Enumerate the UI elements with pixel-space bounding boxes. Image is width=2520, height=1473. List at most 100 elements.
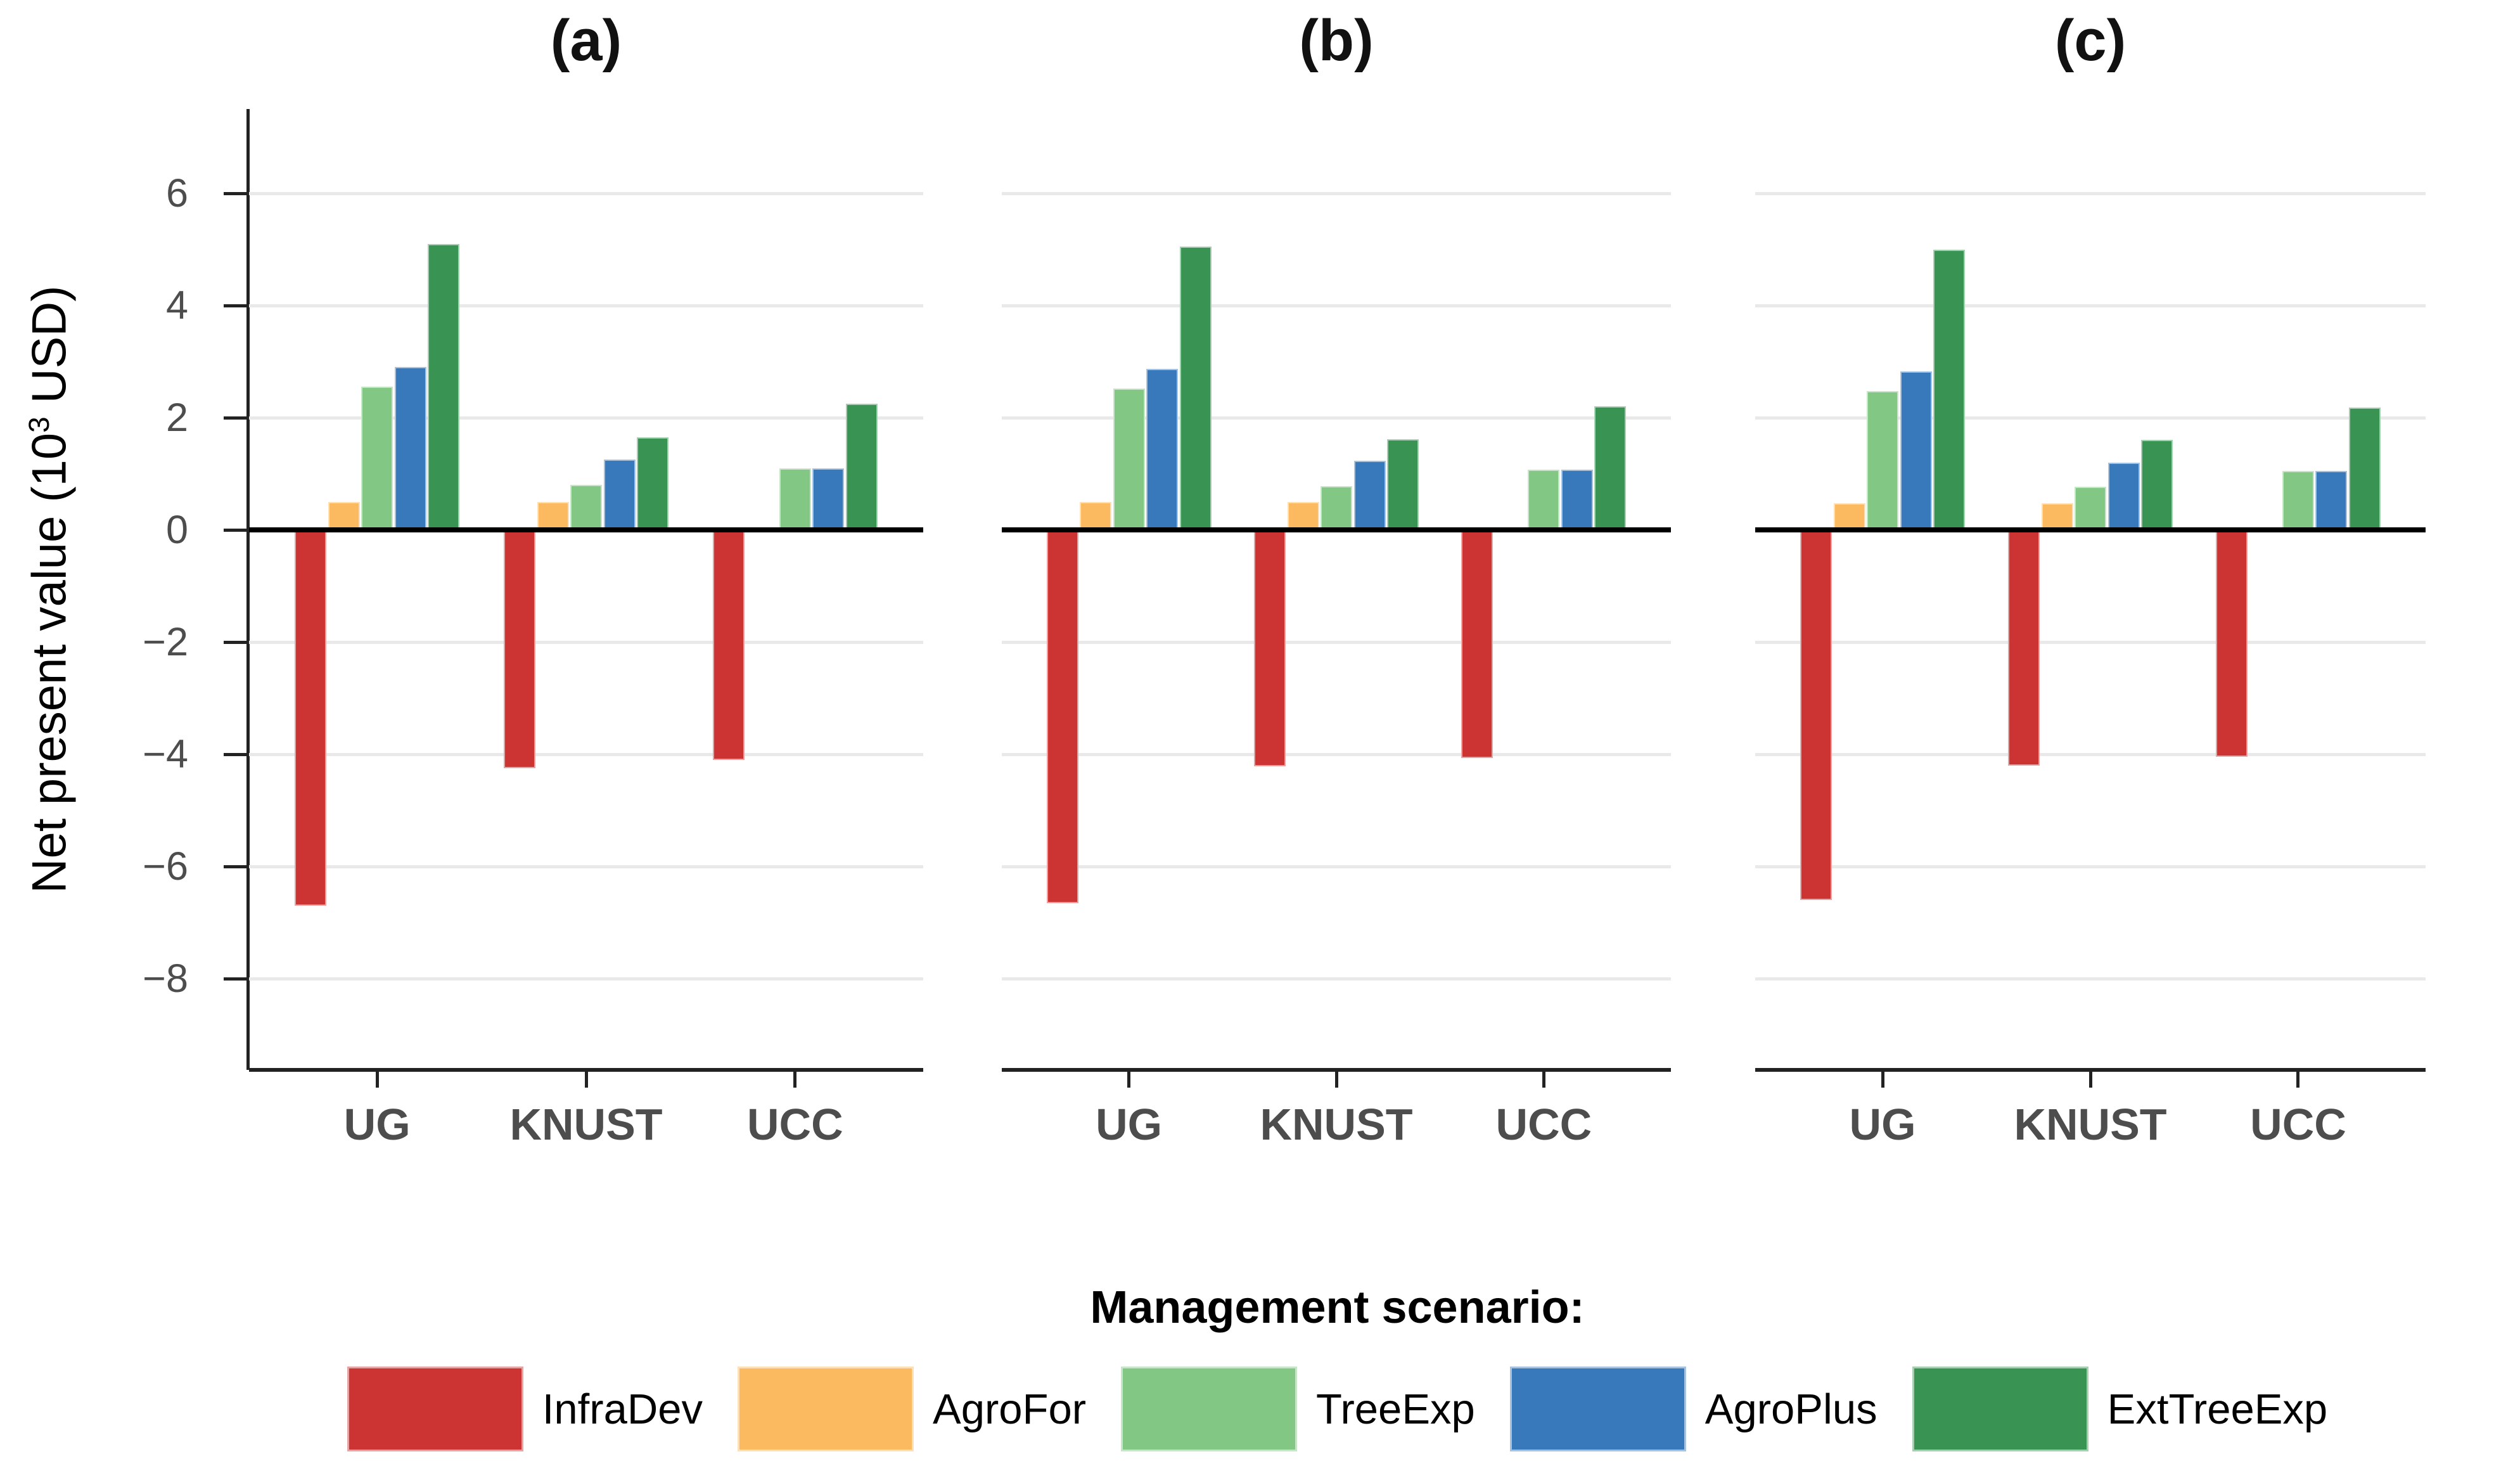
facet-title: (a) (550, 8, 622, 73)
legend-swatch-agrofor (738, 1367, 914, 1451)
bar-agroplus-ucc (812, 468, 845, 530)
gridline (1002, 640, 1671, 644)
x-category-label: KNUST (509, 1100, 663, 1149)
bar-agroplus-ucc (1561, 470, 1593, 530)
legend-item: ExtTreeExp (1912, 1367, 2328, 1451)
bar-agrofor-ug (1080, 501, 1112, 530)
gridline (249, 865, 923, 868)
bar-infradev-ug (1800, 530, 1832, 901)
gridline (249, 977, 923, 981)
bar-agroplus-ucc (2315, 471, 2348, 530)
zero-line (1755, 527, 2426, 532)
bar-agrofor-knust (2041, 503, 2073, 530)
bar-treeexp-ug (1867, 390, 1899, 530)
gridline (1755, 640, 2426, 644)
bar-exttreeexp-ug (1933, 249, 1966, 530)
legend-item: AgroPlus (1509, 1367, 1877, 1451)
legend-item-label: TreeExp (1316, 1385, 1475, 1433)
x-tick-mark (584, 1070, 588, 1088)
bar-agroplus-ug (1900, 371, 1932, 530)
bar-treeexp-knust (1321, 486, 1352, 530)
bar-exttreeexp-knust (1387, 439, 1419, 530)
bar-infradev-ug (1046, 530, 1078, 903)
legend-item-label: AgroPlus (1705, 1385, 1877, 1433)
x-tick-mark (375, 1070, 379, 1088)
x-tick-mark (1334, 1070, 1338, 1088)
legend-items: InfraDev AgroFor TreeExp AgroPlus ExtTreeExp (249, 1367, 2426, 1451)
legend-item: TreeExp (1121, 1367, 1475, 1451)
y-tick-mark (224, 528, 246, 532)
bar-exttreeexp-ucc (845, 403, 878, 530)
gridline (1755, 191, 2426, 195)
y-axis-spine (246, 109, 250, 1070)
x-category-label: UCC (747, 1100, 843, 1149)
bar-infradev-knust (2008, 530, 2040, 766)
zero-line (1002, 527, 1671, 532)
legend-title: Management scenario: (1090, 1282, 1585, 1333)
y-tick-label: 0 (165, 508, 188, 552)
bar-agroplus-ug (1146, 369, 1179, 530)
gridline (1755, 977, 2426, 981)
legend-item: AgroFor (738, 1367, 1086, 1451)
bar-infradev-ucc (1461, 530, 1493, 759)
facet-panel (249, 109, 923, 1070)
legend-swatch-treeexp (1121, 1367, 1298, 1451)
y-tick-label: 4 (165, 283, 188, 328)
gridline (1755, 865, 2426, 868)
bar-agrofor-ug (328, 501, 360, 530)
y-tick-label: −8 (143, 956, 188, 1001)
legend-swatch-agroplus (1509, 1367, 1686, 1451)
bar-agroplus-knust (603, 460, 636, 530)
gridline (1002, 752, 1671, 756)
gridline (1755, 752, 2426, 756)
x-axis-line (1002, 1068, 1671, 1072)
bar-agroplus-knust (2107, 462, 2140, 530)
bar-infradev-ucc (2215, 530, 2248, 757)
legend-item-label: InfraDev (542, 1385, 703, 1433)
gridline (1002, 191, 1671, 195)
x-axis-line (1755, 1068, 2426, 1072)
gridline (1002, 977, 1671, 981)
y-tick-mark (224, 640, 246, 644)
gridline (249, 752, 923, 756)
y-tick-mark (224, 416, 246, 420)
legend-item: InfraDev (347, 1367, 703, 1451)
x-tick-mark (2296, 1070, 2300, 1088)
gridline (249, 416, 923, 420)
gridline (1002, 416, 1671, 420)
x-tick-mark (2088, 1070, 2092, 1088)
y-axis-title: Net present value (103 USD) (22, 286, 77, 894)
legend-item-label: AgroFor (933, 1385, 1087, 1433)
bar-exttreeexp-ug (1179, 247, 1212, 530)
gridline (249, 304, 923, 307)
bar-agroplus-knust (1353, 461, 1386, 530)
bar-treeexp-knust (2075, 486, 2106, 530)
bar-agrofor-knust (1287, 501, 1319, 530)
legend: Management scenario: InfraDev AgroFor Tree… (249, 1282, 2426, 1451)
gridline (1755, 304, 2426, 307)
bar-exttreeexp-ug (428, 243, 460, 530)
legend-item-label: ExtTreeExp (2107, 1385, 2328, 1433)
bar-treeexp-ug (361, 387, 393, 530)
x-tick-mark (1542, 1070, 1545, 1088)
x-category-label: KNUST (2014, 1100, 2167, 1149)
gridline (1002, 304, 1671, 307)
y-tick-mark (224, 752, 246, 756)
x-tick-mark (793, 1070, 797, 1088)
y-tick-label: −2 (143, 620, 188, 664)
y-tick-mark (224, 865, 246, 868)
facet-panel (1002, 109, 1671, 1070)
y-tick-label: 2 (165, 396, 188, 440)
bar-agrofor-knust (537, 501, 569, 530)
x-category-label: UCC (1495, 1100, 1592, 1149)
bar-exttreeexp-knust (2141, 440, 2173, 530)
x-tick-mark (1881, 1070, 1884, 1088)
gridline (249, 640, 923, 644)
bar-infradev-ucc (712, 530, 745, 760)
y-tick-label: −4 (143, 732, 188, 776)
bar-treeexp-ug (1113, 388, 1145, 530)
y-tick-label: −6 (143, 844, 188, 889)
bar-exttreeexp-ucc (2348, 408, 2381, 530)
gridline (249, 191, 923, 195)
